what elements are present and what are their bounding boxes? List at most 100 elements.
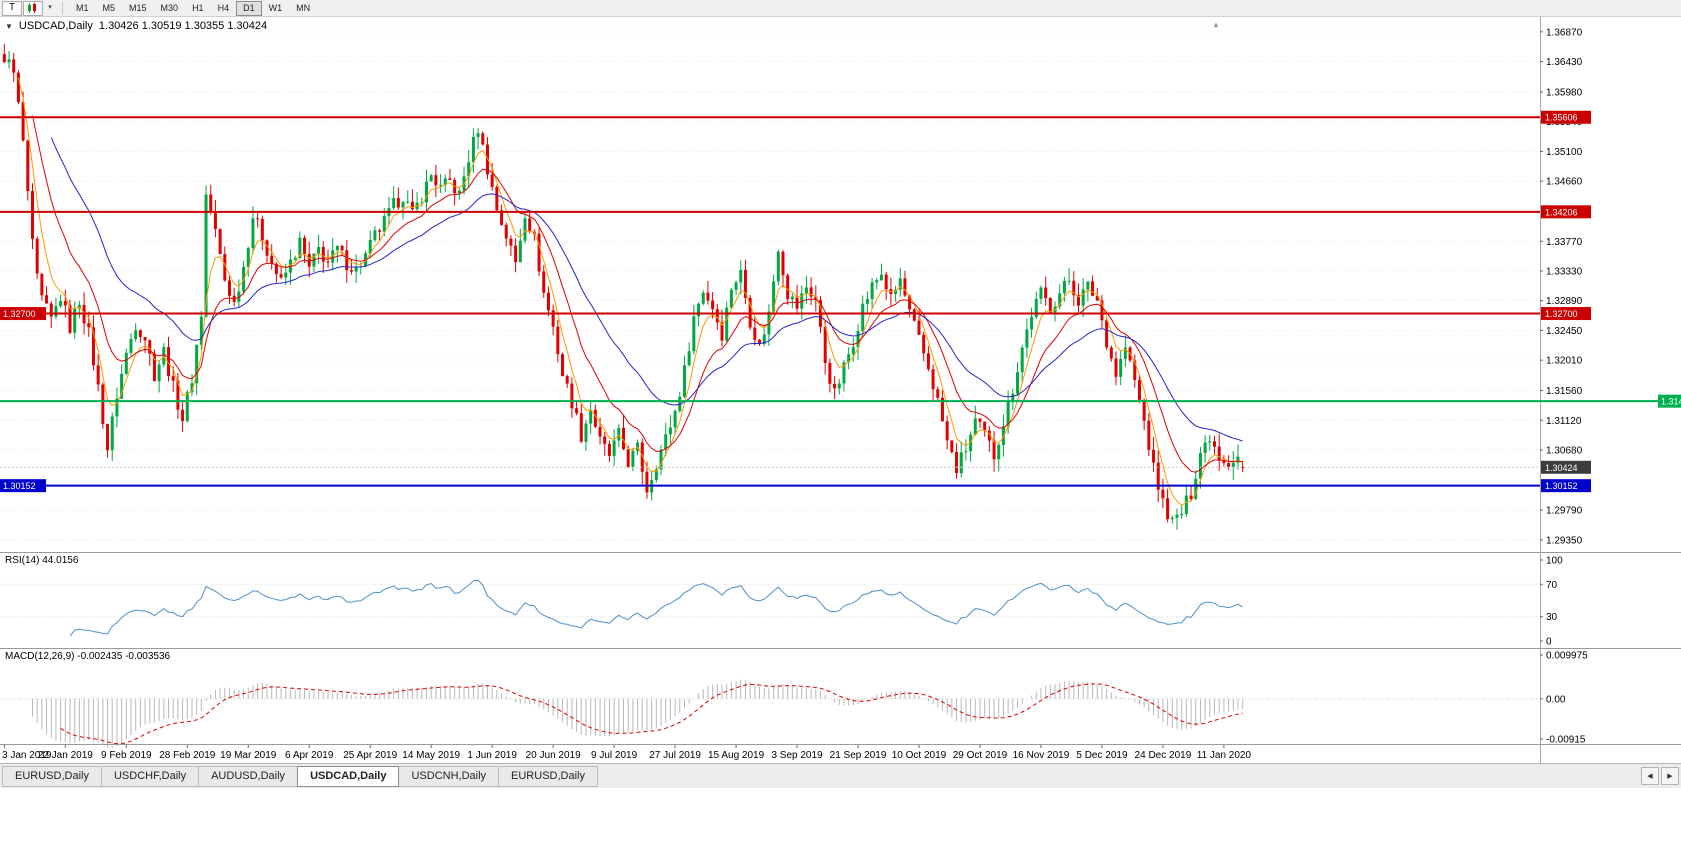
x-axis-date-label: 28 Feb 2019 (159, 750, 216, 761)
x-axis-date-label: 27 Jul 2019 (649, 750, 701, 761)
x-axis-date-label: 22 Jan 2019 (38, 750, 93, 761)
chart-tab-eurusd-daily[interactable]: EURUSD,Daily (498, 765, 598, 787)
chart-window: ▼ USDCAD,Daily 1.30426 1.30519 1.30355 1… (0, 17, 1681, 763)
level-price-label-left (0, 479, 46, 493)
x-axis-date-label: 16 Nov 2019 (1013, 750, 1070, 761)
level-price-label (1541, 307, 1591, 321)
x-axis-date-label: 19 Mar 2019 (220, 750, 277, 761)
y-axis-tick-label: 1.33770 (1546, 237, 1583, 248)
scroll-up-icon[interactable]: ▲ (1212, 20, 1220, 29)
level-price-label (1541, 110, 1591, 124)
tabs-container: EURUSD,Daily USDCHF,Daily AUDUSD,Daily USDC… (2, 765, 598, 787)
tabs-scroll-right-icon[interactable]: ▶ (1661, 767, 1679, 785)
tabs-scroll-left-icon[interactable]: ◀ (1641, 767, 1659, 785)
y-axis-tick-label: 1.32890 (1546, 296, 1583, 307)
ma-line-5 (17, 77, 1243, 507)
macd-axis-tick-label: 0.009975 (1546, 651, 1588, 662)
x-axis-date-label: 15 Aug 2019 (708, 750, 765, 761)
y-axis-tick-label: 1.36430 (1546, 57, 1583, 68)
level-price-label-text: 1.30152 (3, 481, 36, 491)
candles-layer (2, 44, 1245, 530)
ma-line-30 (50, 137, 1243, 442)
y-axis-tick-label: 1.32010 (1546, 356, 1583, 367)
ma-line-13 (32, 115, 1243, 473)
x-axis-date-label: 24 Dec 2019 (1135, 750, 1192, 761)
y-axis-tick-label: 1.34660 (1546, 177, 1583, 188)
rsi-axis-tick-label: 30 (1546, 612, 1558, 623)
x-axis-date-label: 25 Apr 2019 (343, 750, 397, 761)
text-tool-button[interactable]: T (2, 0, 22, 16)
level-price-label-text: 1.30152 (1545, 481, 1578, 491)
level-price-label-left (0, 307, 46, 321)
x-axis-date-label: 10 Oct 2019 (892, 750, 947, 761)
y-axis-tick-label: 1.32450 (1546, 326, 1583, 337)
y-axis-tick-label: 1.31560 (1546, 386, 1583, 397)
date-axis (0, 745, 1681, 763)
x-axis-date-label: 5 Dec 2019 (1076, 750, 1128, 761)
timeframe-button-m1[interactable]: M1 (69, 1, 96, 16)
current-price-label-text: 1.30424 (1545, 463, 1578, 473)
y-axis-tick-label: 1.31120 (1546, 416, 1582, 427)
toolbar-separator (62, 1, 63, 15)
chart-objects-button[interactable] (23, 0, 43, 16)
x-axis-date-label: 20 Jun 2019 (526, 750, 581, 761)
x-axis-date-label: 6 Apr 2019 (285, 750, 334, 761)
macd-axis-tick-label: -0.00915 (1546, 735, 1586, 746)
macd-histogram (31, 679, 1244, 748)
price-scale-column[interactable] (1540, 17, 1681, 763)
chart-tab-usdcnh-daily[interactable]: USDCNH,Daily (398, 765, 500, 787)
y-axis-tick-label: 1.36870 (1546, 27, 1583, 38)
y-axis-tick-label: 1.35100 (1546, 147, 1583, 158)
chart-tab-usdcad-daily[interactable]: USDCAD,Daily (297, 765, 400, 787)
timeframe-button-h1[interactable]: H1 (185, 1, 211, 16)
macd-signal-line (60, 683, 1243, 745)
x-axis-date-label: 21 Sep 2019 (830, 750, 887, 761)
y-axis-tick-label: 1.29790 (1546, 506, 1583, 517)
rsi-line (69, 579, 1243, 637)
x-axis-date-label: 3 Jan 2019 (2, 750, 52, 761)
x-axis-date-label: 3 Sep 2019 (771, 750, 823, 761)
x-axis-date-label: 1 Jun 2019 (467, 750, 517, 761)
timeframe-button-d1[interactable]: D1 (236, 0, 262, 16)
x-axis-date-label: 14 May 2019 (402, 750, 460, 761)
rsi-axis-tick-label: 100 (1546, 556, 1563, 567)
level-price-label (1541, 479, 1591, 493)
chart-tabs-bar: EURUSD,Daily USDCHF,Daily AUDUSD,Daily USDC… (0, 763, 1681, 788)
candlestick-icon (28, 2, 36, 13)
y-axis-tick-label: 1.29350 (1546, 535, 1583, 546)
macd-axis-tick-label: 0.00 (1546, 694, 1566, 705)
rsi-pane[interactable] (0, 553, 1681, 648)
x-axis-date-label: 29 Oct 2019 (953, 750, 1008, 761)
rsi-axis-tick-label: 70 (1546, 580, 1558, 591)
level-price-label-text: 1.34206 (1545, 207, 1578, 217)
chart-canvas[interactable]: 1.368701.364301.359801.355401.351001.346… (0, 17, 1681, 763)
level-price-label-text: 1.31403 (1661, 397, 1681, 407)
timeframe-button-m15[interactable]: M15 (122, 1, 154, 16)
rsi-axis-tick-label: 0 (1546, 637, 1552, 648)
timeframe-button-m5[interactable]: M5 (96, 1, 123, 16)
x-axis-date-label: 9 Feb 2019 (101, 750, 152, 761)
chart-tab-usdchf-daily[interactable]: USDCHF,Daily (100, 765, 200, 787)
toolbar: T ▾ M1 M5 M15 M30 H1 H4 D1 W1 MN (0, 0, 1681, 17)
level-price-label (1658, 394, 1681, 408)
level-price-label (1541, 205, 1591, 219)
y-axis-tick-label: 1.30680 (1546, 445, 1583, 456)
level-price-label-text: 1.32700 (1545, 309, 1578, 319)
objects-dropdown-icon[interactable]: ▾ (44, 1, 56, 16)
x-axis-date-label: 9 Jul 2019 (591, 750, 638, 761)
level-price-label-text: 1.35606 (1545, 113, 1578, 123)
timeframe-button-w1[interactable]: W1 (262, 1, 290, 16)
timeframe-buttons: M1 M5 M15 M30 H1 H4 D1 W1 MN (69, 0, 317, 16)
main-chart-pane[interactable] (0, 17, 1681, 552)
x-axis-date-label: 11 Jan 2020 (1197, 750, 1252, 761)
chart-tab-eurusd-daily[interactable]: EURUSD,Daily (2, 765, 102, 787)
chart-tab-audusd-daily[interactable]: AUDUSD,Daily (198, 765, 299, 787)
timeframe-button-mn[interactable]: MN (289, 1, 317, 16)
y-axis-tick-label: 1.35980 (1546, 87, 1583, 98)
current-price-label (1541, 460, 1591, 474)
timeframe-button-m30[interactable]: M30 (154, 1, 186, 16)
y-axis-tick-label: 1.33330 (1546, 266, 1583, 277)
level-price-label-text: 1.32700 (3, 309, 36, 319)
timeframe-button-h4[interactable]: H4 (211, 1, 237, 16)
tabs-nav: ◀ ▶ (1641, 767, 1679, 785)
